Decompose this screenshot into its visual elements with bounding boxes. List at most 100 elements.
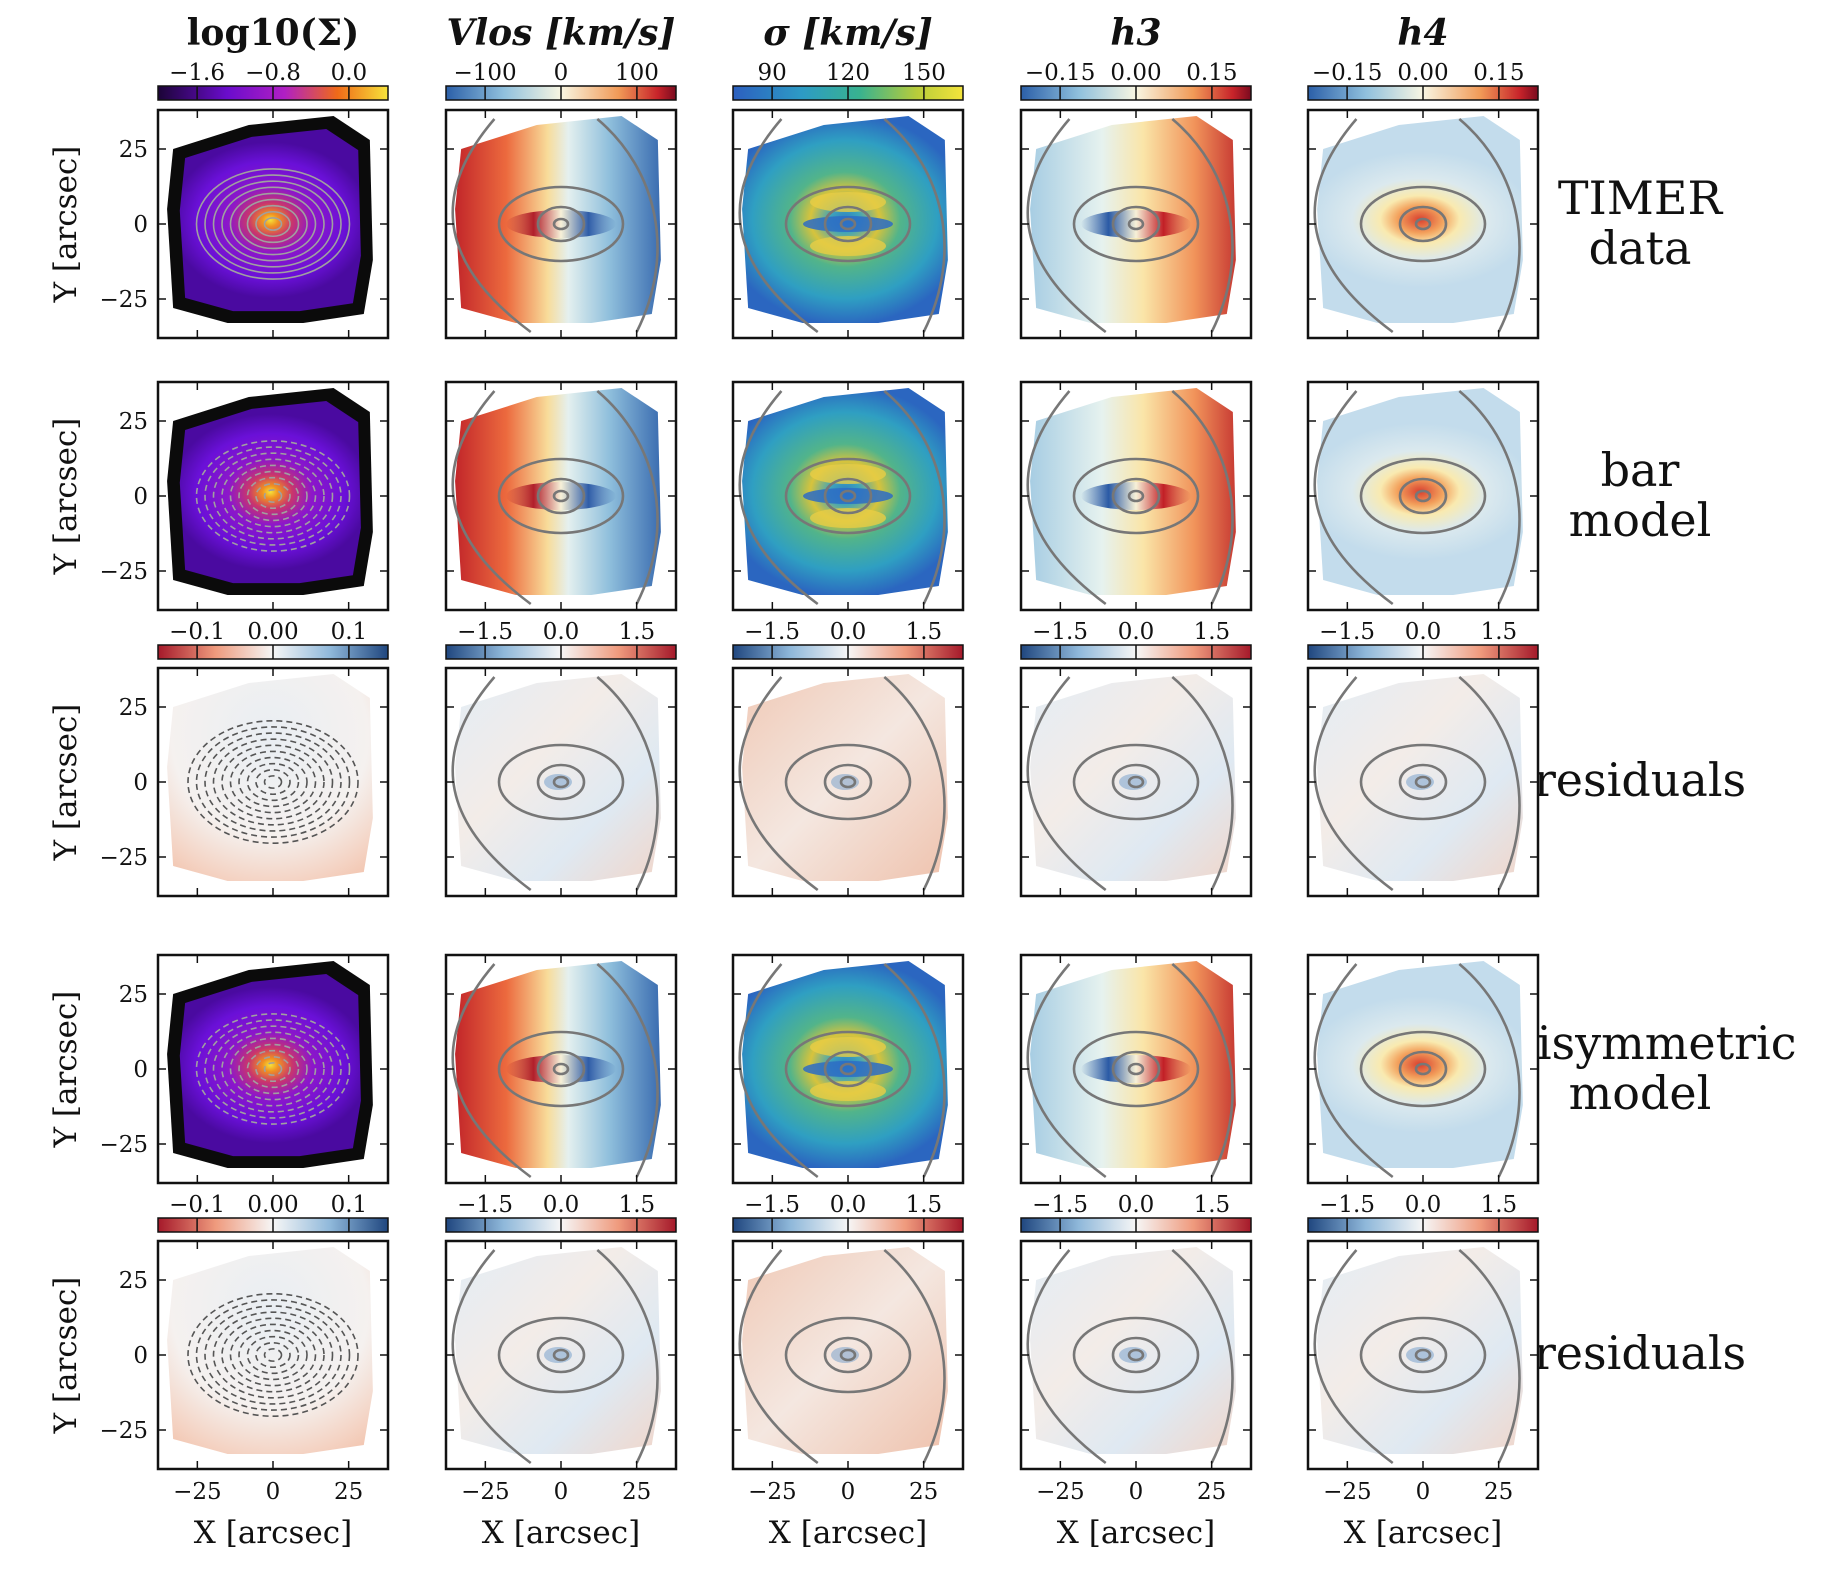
- contour-arm-right: [1171, 963, 1234, 1178]
- row-label-bar-0: bar: [1601, 443, 1680, 497]
- contour-middle: [1111, 477, 1161, 515]
- colorbar-res_bar-vlos: −1.5 0.0 1.5: [445, 619, 677, 660]
- colorbar-res_axi-h4: −1.5 0.0 1.5: [1307, 1192, 1539, 1233]
- contour-arm-left: [451, 118, 532, 334]
- row-label-timer-0: TIMER: [1558, 171, 1724, 225]
- panel-timer-sigma: [731, 108, 965, 340]
- isophote-contour: [263, 217, 283, 231]
- colorbar-res_bar-logsigma-label-0: −0.1: [169, 619, 225, 645]
- y-tick-label: 25: [119, 137, 148, 163]
- x-axis-label: X [arcsec]: [482, 1515, 640, 1551]
- x-tick-label: 25: [1484, 1479, 1513, 1505]
- colorbar-res_bar-logsigma: −0.1 0.00 0.1: [157, 619, 389, 660]
- contour-middle: [1398, 477, 1448, 515]
- contour-arm-right: [883, 118, 946, 333]
- colorbar-h3-label-1: 0.00: [1110, 60, 1161, 86]
- isophote-contour: [212, 180, 334, 268]
- isophote-contour: [195, 1013, 351, 1125]
- colorbar-h4-label-1: 0.00: [1397, 60, 1448, 86]
- colorbar-sigma-label-0: 90: [757, 60, 786, 86]
- contour-arm-left: [451, 963, 532, 1179]
- isophote-contour: [195, 726, 351, 838]
- panel-res_axi-sigma: −25 0 25 X [arcsec]: [731, 1239, 965, 1551]
- y-tick-label: −25: [99, 1418, 148, 1444]
- colorbar-res_axi-vlos: −1.5 0.0 1.5: [445, 1192, 677, 1233]
- contour-inner: [839, 1348, 857, 1362]
- contour-arm-right: [1458, 676, 1521, 891]
- x-axis-label: X [arcsec]: [1344, 1515, 1502, 1551]
- panel-bar-sigma: [731, 380, 965, 612]
- y-tick-label: 25: [119, 695, 148, 721]
- central-h3-feature: [1081, 210, 1191, 238]
- panel-axi-vlos: [444, 953, 678, 1185]
- colorbar-res_bar-sigma: −1.5 0.0 1.5: [732, 619, 964, 660]
- contour-inner: [839, 1062, 857, 1076]
- panel-axi-logsigma: 25 0 −25 Y [arcsec]: [48, 953, 390, 1185]
- column-title-logsigma: log10(Σ): [187, 12, 359, 54]
- contour-outer: [1072, 1030, 1200, 1108]
- x-tick-label: −25: [1036, 1479, 1085, 1505]
- contour-arm-left: [1026, 963, 1107, 1179]
- isophote-contour: [187, 1293, 359, 1418]
- colorbar-res_bar-logsigma-label-2: 0.1: [331, 619, 368, 645]
- isophote-contour: [229, 464, 317, 528]
- colorbar-res_bar-vlos-label-1: 0.0: [543, 619, 580, 645]
- colorbar-res_axi-h4-label-2: 1.5: [1481, 1192, 1518, 1218]
- panel-bar-h4: [1306, 380, 1540, 612]
- panel-res_bar-logsigma: 25 0 −25 Y [arcsec]: [48, 666, 390, 898]
- y-tick-label: 25: [119, 409, 148, 435]
- colorbar-res_bar-h4-label-1: 0.0: [1405, 619, 1442, 645]
- colorbar-res_bar-h4-label-2: 1.5: [1481, 619, 1518, 645]
- isophote-contour: [221, 744, 325, 820]
- colorbar-res_axi-h4-label-1: 0.0: [1405, 1192, 1442, 1218]
- x-tick-label: 25: [622, 1479, 651, 1505]
- colorbar-vlos-label-1: 0: [554, 60, 569, 86]
- contour-outer: [497, 1030, 625, 1108]
- contour-outer: [784, 457, 912, 535]
- panel-bar-logsigma: 25 0 −25 Y [arcsec]: [48, 380, 390, 612]
- isophote-contour: [212, 452, 334, 540]
- contour-inner: [1414, 217, 1432, 231]
- isophote-contour: [263, 775, 283, 789]
- contour-middle: [823, 205, 873, 243]
- map-field: [167, 1247, 373, 1454]
- colorbar-res_axi-sigma-label-0: −1.5: [744, 1192, 800, 1218]
- colorbar-res_axi-sigma-label-1: 0.0: [830, 1192, 867, 1218]
- x-tick-label: 0: [266, 1479, 281, 1505]
- colorbar-res_axi-h4-label-0: −1.5: [1319, 1192, 1375, 1218]
- contour-inner: [1127, 217, 1145, 231]
- contour-outer: [784, 1316, 912, 1394]
- y-tick-label: −25: [99, 559, 148, 585]
- column-title-h4: h4: [1397, 12, 1448, 54]
- colorbar-h3-label-0: −0.15: [1025, 60, 1095, 86]
- contour-outer: [1359, 1316, 1487, 1394]
- y-tick-label: −25: [99, 845, 148, 871]
- contour-middle: [1111, 1336, 1161, 1374]
- panel-axi-sigma: [731, 953, 965, 1185]
- colorbar-res_axi-vlos-label-0: −1.5: [457, 1192, 513, 1218]
- contour-arm-right: [596, 390, 659, 605]
- contour-arm-right: [883, 963, 946, 1178]
- colorbar-h3-label-2: 0.15: [1186, 60, 1237, 86]
- contour-arm-right: [596, 676, 659, 891]
- isophote-contour: [246, 1335, 300, 1375]
- contour-arm-right: [1458, 390, 1521, 605]
- y-tick-label: 0: [133, 1057, 148, 1083]
- panel-grid: log10(Σ) −1.6 −0.8 0.0 Vlos [km/s] −100 0 100 σ …: [48, 12, 1797, 1551]
- contour-arm-right: [883, 1249, 946, 1464]
- colorbar-res_bar-vlos-label-2: 1.5: [619, 619, 656, 645]
- colorbar-sigma-label-1: 120: [826, 60, 870, 86]
- panel-timer-h3: [1019, 108, 1253, 340]
- y-axis-label: Y [arcsec]: [48, 1277, 84, 1435]
- colorbar-sigma-label-2: 150: [902, 60, 946, 86]
- colorbar-logsigma: −1.6 −0.8 0.0: [157, 60, 389, 101]
- y-tick-label: 0: [133, 212, 148, 238]
- isophote-contour: [195, 168, 351, 280]
- contour-arm-right: [1171, 1249, 1234, 1464]
- contour-arm-left: [451, 676, 532, 892]
- x-axis-label: X [arcsec]: [769, 1515, 927, 1551]
- isophote-contour: [204, 446, 342, 546]
- contour-arm-left: [1313, 676, 1394, 892]
- colorbar-res_bar-h3-label-0: −1.5: [1032, 619, 1088, 645]
